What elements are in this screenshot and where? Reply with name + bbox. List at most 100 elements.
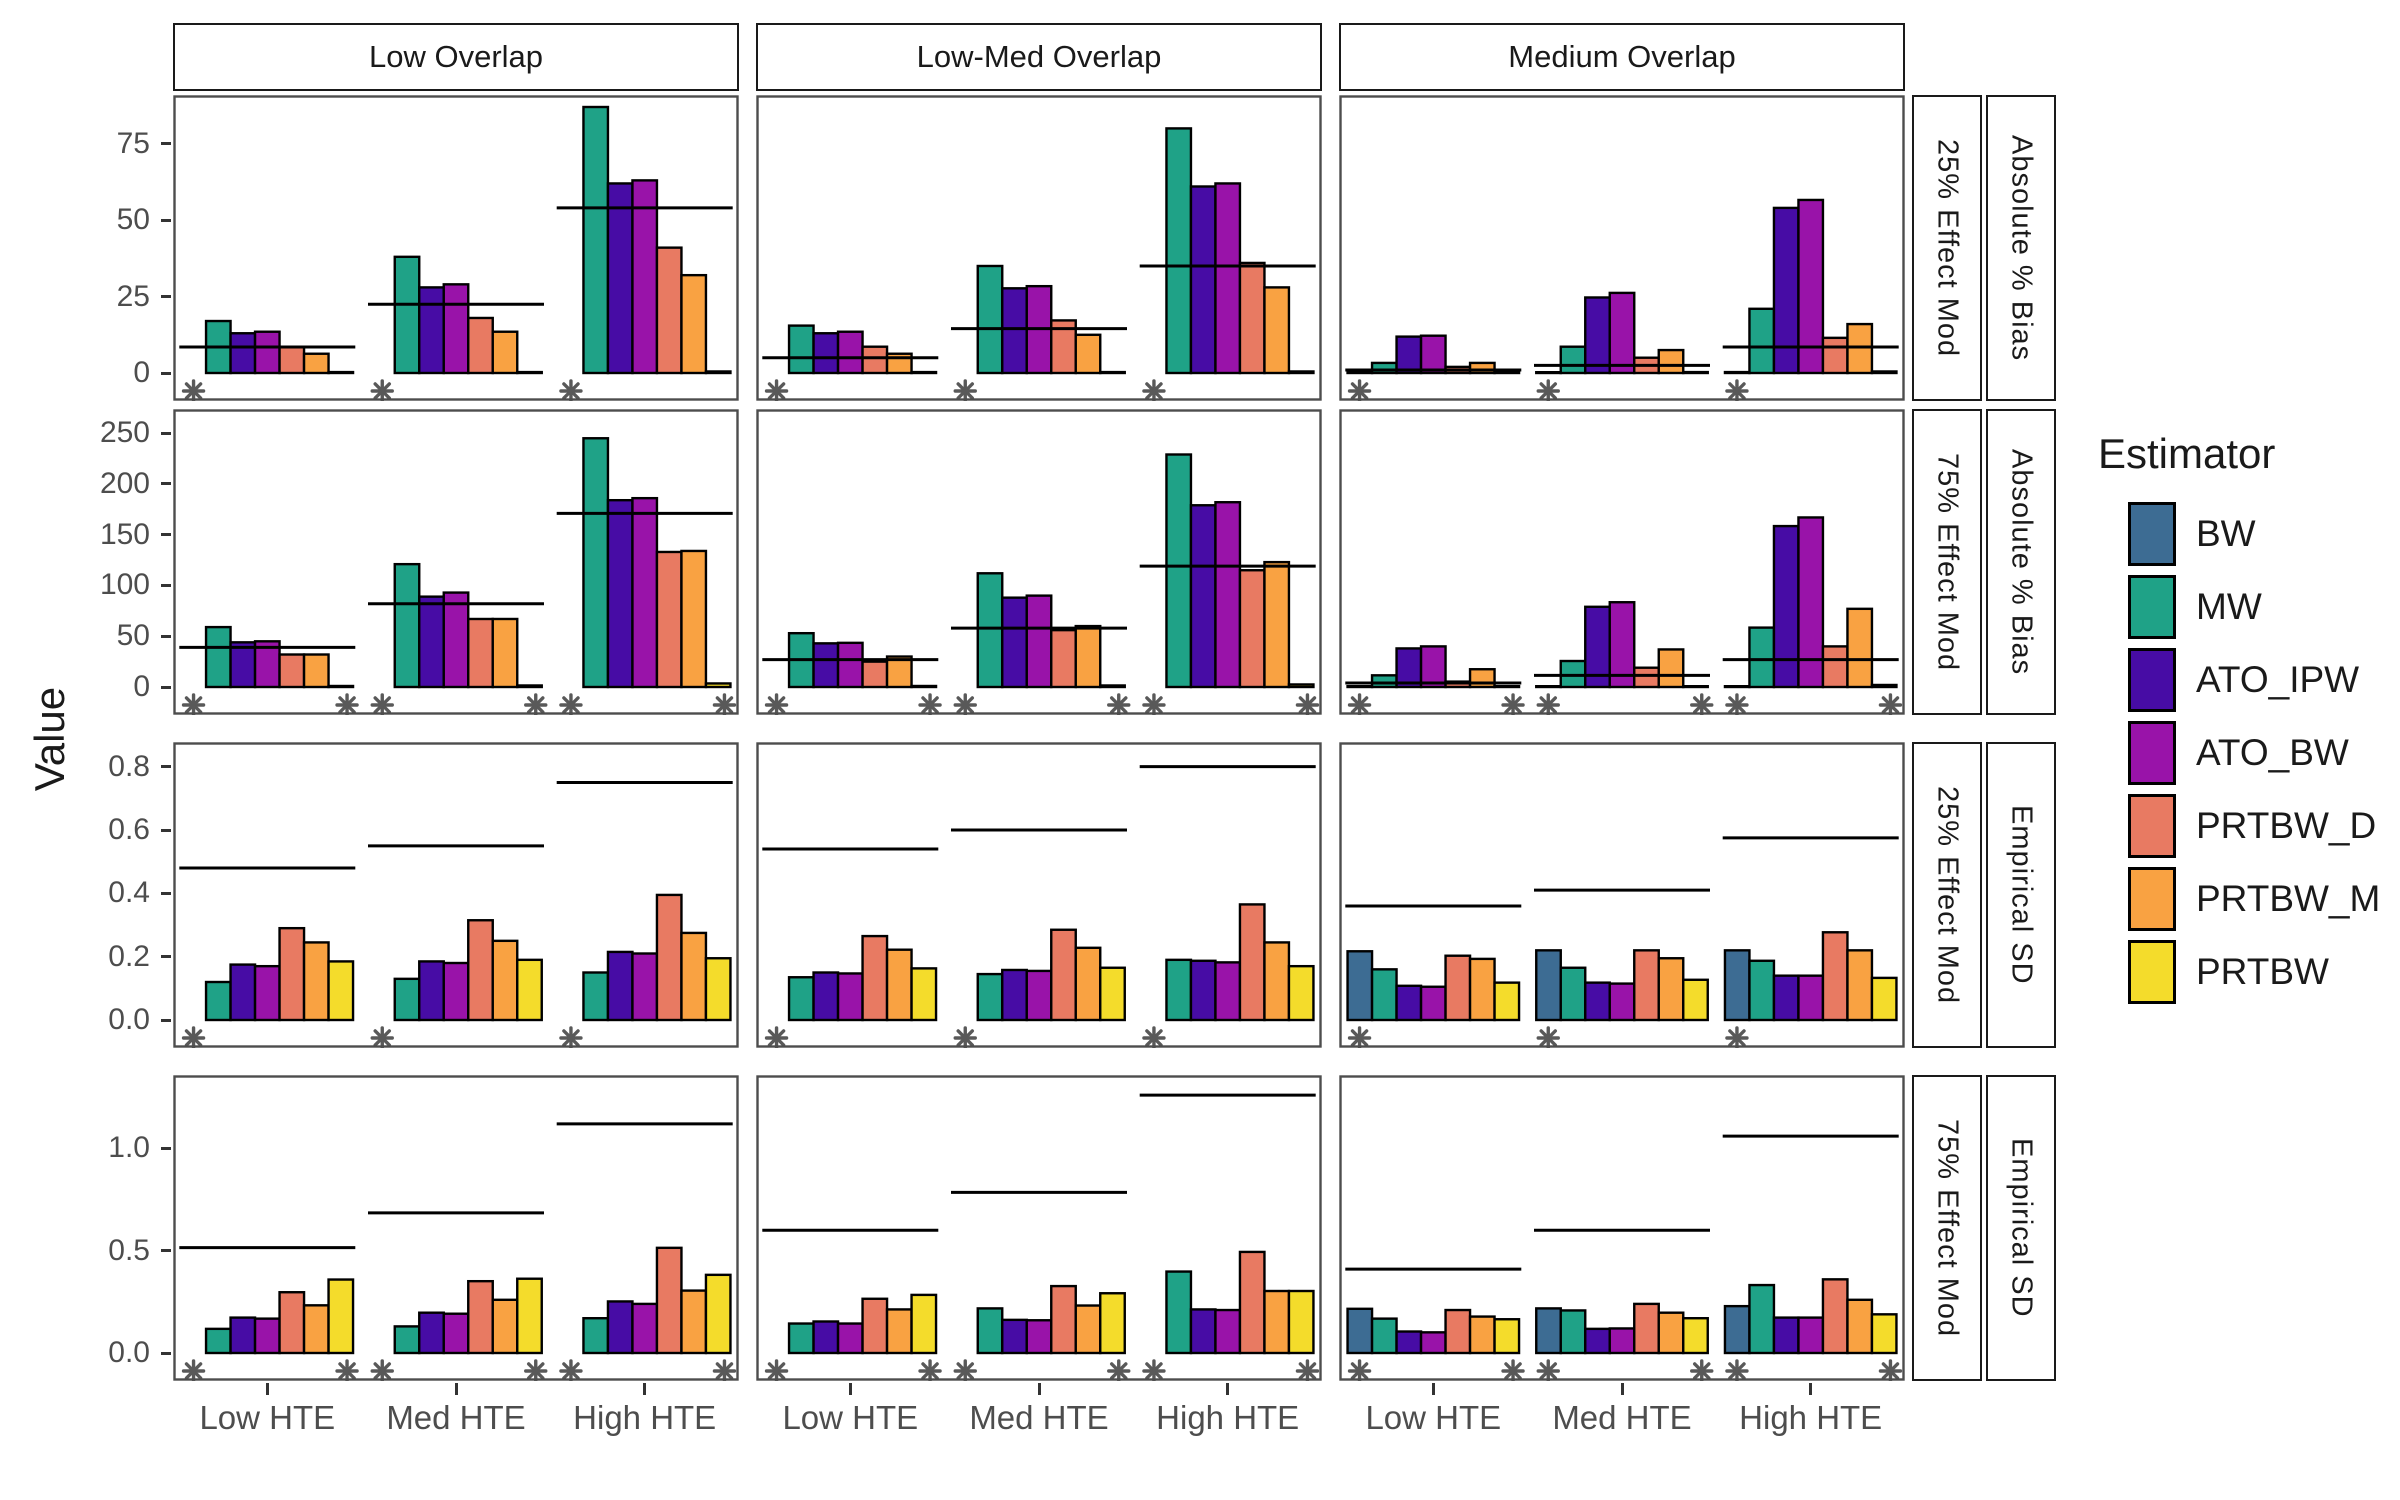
facet-row-strip-metric: Empirical SD [1986,1075,2056,1381]
bar-prtbw_d [1050,628,1077,689]
panel-border [1339,409,1905,715]
bar-prtbw_d [1821,645,1849,689]
bar-ato_bw [253,330,281,375]
bar-mw [393,1325,421,1355]
bar-mw [1165,127,1193,375]
legend-key-prtbw_d [2128,794,2176,858]
bar-mw [1748,959,1776,1022]
bar-prtbw [327,960,355,1022]
bar-prtbw [1870,683,1898,689]
bar-prtbw_d [1821,931,1849,1022]
asterisk-mark [956,382,975,400]
bar-ato_bw [1214,501,1242,689]
x-tick-label: Low HTE [782,1399,919,1436]
asterisk-mark [1504,696,1522,714]
bar-ato_ipw [1395,1330,1423,1355]
y-tick-label: 0.0 [108,1336,150,1369]
bar-prtbw [704,370,732,375]
panel-border [756,742,1322,1048]
bar-ato_bw [1608,601,1636,689]
facet-row-strip-effect-mod: 75% Effect Mod [1912,409,1982,715]
bar-prtbw_m [1263,286,1291,375]
bar-prtbw_d [278,1291,306,1355]
asterisk-mark [373,382,392,400]
panel-border [1339,95,1905,401]
bar-ato_ipw [606,498,634,689]
asterisk-mark [1728,696,1746,714]
bar-prtbw_d [1238,903,1266,1022]
bar-ato_ipw [812,332,840,375]
bar-ato_bw [1797,974,1825,1022]
x-tick-mark [1431,1383,1435,1395]
bar-prtbw [1682,685,1709,689]
y-tick-label: 250 [99,416,150,450]
bar-mw [582,1317,610,1355]
bar-ato_ipw [418,286,445,375]
bar-prtbw [1493,371,1521,375]
bar-ato_bw [1608,291,1636,375]
bar-ato_bw [631,952,659,1022]
bar-prtbw_m [1263,941,1291,1022]
bar-prtbw_d [1633,1302,1660,1355]
bar-prtbw [1682,370,1709,375]
bar-ato_bw [442,283,470,375]
bar-ato_bw [836,972,864,1022]
asterisk-mark [562,382,580,400]
bar-ato_ipw [812,1320,840,1355]
bar-prtbw [1493,981,1521,1022]
asterisk-mark [1539,696,1558,714]
legend-key-prtbw [2128,940,2176,1004]
y-tick-label: 0.6 [108,813,150,846]
bar-prtbw_m [1846,1298,1874,1355]
panel-border [756,95,1322,401]
bar-prtbw_m [1468,1315,1496,1355]
bar-prtbw_m [1074,333,1102,375]
bar-mw [1559,345,1587,375]
bar-ato_ipw [1189,504,1217,689]
bar-ato_ipw [1189,185,1217,375]
bar-prtbw_m [491,617,519,689]
bar-ato_bw [1797,198,1825,375]
bar-ato_bw [253,1317,281,1355]
y-tick-mark [161,685,171,689]
y-tick-mark [161,218,171,222]
bar-bw [1346,371,1374,375]
bar-prtbw_m [1074,946,1102,1022]
bar-mw [582,437,610,689]
y-tick-label: 25 [116,279,150,313]
facet-column-strip: Low Overlap [173,23,739,91]
bar-ato_ipw [1001,287,1028,375]
asterisk-mark [184,382,203,400]
panel-medium-overlap-row1 [1339,95,1905,401]
y-tick-mark [161,1249,171,1253]
panel-low-med-overlap-row3 [756,742,1322,1048]
asterisk-mark [956,696,975,714]
bar-ato_ipw [1395,647,1423,689]
bar-prtbw_d [467,617,494,689]
y-tick-label: 50 [116,619,150,653]
bar-prtbw_d [1238,1250,1266,1355]
bar-prtbw [1682,1317,1709,1355]
asterisk-mark [1350,1362,1369,1380]
bar-ato_ipw [1189,1308,1217,1355]
asterisk-mark [767,696,786,714]
x-tick-label: Med HTE [969,1399,1109,1436]
bar-prtbw_m [1074,1304,1102,1355]
x-tick-label: High HTE [573,1399,717,1436]
panel-low-med-overlap-row4 [756,1075,1322,1381]
asterisk-mark [562,1029,580,1047]
bar-ato_bw [631,496,659,689]
bar-prtbw [327,1278,355,1355]
bar-prtbw_d [1444,954,1472,1022]
panel-medium-overlap-row3 [1339,742,1905,1048]
bar-ato_ipw [1001,968,1028,1022]
bar-bw [1535,371,1562,375]
panel-border [173,742,739,1048]
asterisk-mark [562,696,580,714]
bar-prtbw [1287,1289,1315,1355]
bar-ato_ipw [1395,335,1423,375]
asterisk-mark [1539,382,1558,400]
y-tick-label: 0 [133,356,150,389]
asterisk-mark [1881,1362,1900,1380]
